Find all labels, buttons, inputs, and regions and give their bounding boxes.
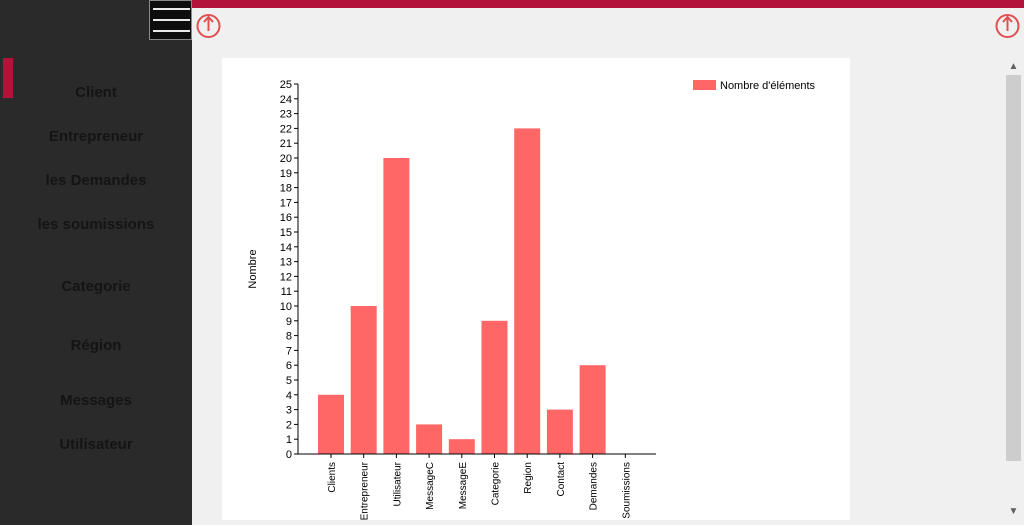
x-tick-label: Clients bbox=[327, 462, 338, 493]
x-tick-label: MessageC bbox=[425, 462, 436, 510]
active-nav-indicator bbox=[3, 58, 13, 98]
x-axis-ticks: Clients Entrepreneur Utilisateur MessageC Me… bbox=[327, 454, 632, 520]
power-icon[interactable] bbox=[994, 12, 1021, 39]
y-tick-label: 25 bbox=[280, 79, 292, 91]
bar-entrepreneur bbox=[350, 306, 377, 454]
y-tick-label: 15 bbox=[280, 227, 292, 239]
y-tick-label: 24 bbox=[280, 94, 292, 106]
bar-region bbox=[514, 128, 541, 454]
y-tick-label: 2 bbox=[286, 419, 292, 431]
hamburger-menu-icon bbox=[153, 8, 190, 10]
x-tick-label: Utilisateur bbox=[392, 461, 403, 506]
vertical-scrollbar[interactable]: ▲ ▼ bbox=[1005, 58, 1022, 520]
y-tick-label: 0 bbox=[286, 449, 292, 461]
legend-label: Nombre d'éléments bbox=[720, 80, 816, 92]
y-tick-label: 4 bbox=[286, 390, 292, 402]
y-tick-label: 5 bbox=[286, 375, 292, 387]
y-tick-label: 14 bbox=[280, 242, 292, 254]
bar-contact bbox=[546, 409, 573, 454]
scrollbar-thumb[interactable] bbox=[1006, 75, 1021, 461]
y-tick-label: 20 bbox=[280, 153, 292, 165]
y-tick-label: 7 bbox=[286, 345, 292, 357]
y-tick-label: 18 bbox=[280, 183, 292, 195]
y-tick-label: 11 bbox=[281, 286, 292, 298]
sidebar-item-utilisateur[interactable]: Utilisateur bbox=[59, 436, 133, 453]
y-tick-label: 17 bbox=[280, 197, 292, 209]
chart-bars bbox=[318, 128, 606, 454]
y-tick-label: 9 bbox=[286, 316, 292, 328]
y-tick-label: 23 bbox=[280, 109, 292, 121]
menu-toggle-button[interactable] bbox=[149, 0, 192, 40]
sidebar-item-demandes[interactable]: les Demandes bbox=[45, 172, 147, 189]
scroll-up-icon[interactable]: ▲ bbox=[1008, 61, 1019, 72]
y-tick-label: 16 bbox=[280, 212, 292, 224]
chart-panel: 0 1 2 3 4 5 6 7 8 9 10 11 12 13 14 15 16 17 18 19 20 21 22 23 24… bbox=[222, 58, 850, 520]
x-tick-label: Contact bbox=[556, 462, 567, 497]
x-tick-label: Demandes bbox=[589, 462, 600, 510]
y-tick-label: 8 bbox=[286, 331, 292, 343]
x-tick-label: Soumissions bbox=[621, 462, 632, 519]
sidebar: Client Entrepreneur les Demandes les sou… bbox=[0, 0, 192, 525]
bar-demandes bbox=[579, 365, 606, 454]
sidebar-item-messages[interactable]: Messages bbox=[60, 392, 132, 409]
bar-clients bbox=[318, 394, 344, 454]
bar-messagec bbox=[416, 424, 443, 454]
sidebar-item-soumissions[interactable]: les soumissions bbox=[37, 216, 155, 233]
sidebar-item-categorie[interactable]: Categorie bbox=[61, 278, 131, 295]
y-tick-label: 1 bbox=[286, 434, 292, 446]
y-axis-label: Nombre bbox=[247, 249, 259, 288]
x-tick-label: MessageE bbox=[458, 462, 469, 510]
legend-swatch bbox=[693, 80, 716, 90]
y-tick-label: 6 bbox=[286, 360, 292, 372]
x-tick-label: Entrepreneur bbox=[360, 461, 371, 520]
sidebar-item-entrepreneur[interactable]: Entrepreneur bbox=[48, 128, 144, 145]
y-tick-label: 19 bbox=[280, 168, 292, 180]
bar-messagee bbox=[448, 439, 475, 454]
y-tick-label: 13 bbox=[280, 257, 292, 269]
bar-utilisateur bbox=[383, 158, 410, 454]
y-tick-label: 10 bbox=[280, 301, 292, 313]
top-accent-bar bbox=[192, 0, 1024, 8]
sidebar-item-client[interactable]: Client bbox=[75, 84, 117, 101]
y-tick-label: 3 bbox=[286, 405, 292, 417]
x-tick-label: Region bbox=[523, 462, 534, 494]
y-tick-label: 22 bbox=[280, 123, 292, 135]
sidebar-item-region[interactable]: Région bbox=[70, 337, 122, 354]
power-icon[interactable] bbox=[195, 12, 222, 39]
x-tick-label: Categorie bbox=[491, 462, 502, 506]
bar-categorie bbox=[481, 320, 508, 454]
y-tick-label: 21 bbox=[280, 138, 292, 150]
y-axis-ticks: 0123456789101112131415161718192021222324… bbox=[280, 79, 298, 461]
y-tick-label: 12 bbox=[280, 271, 292, 283]
bar-chart: 0123456789101112131415161718192021222324… bbox=[247, 79, 816, 520]
scroll-down-icon[interactable]: ▼ bbox=[1008, 506, 1019, 517]
